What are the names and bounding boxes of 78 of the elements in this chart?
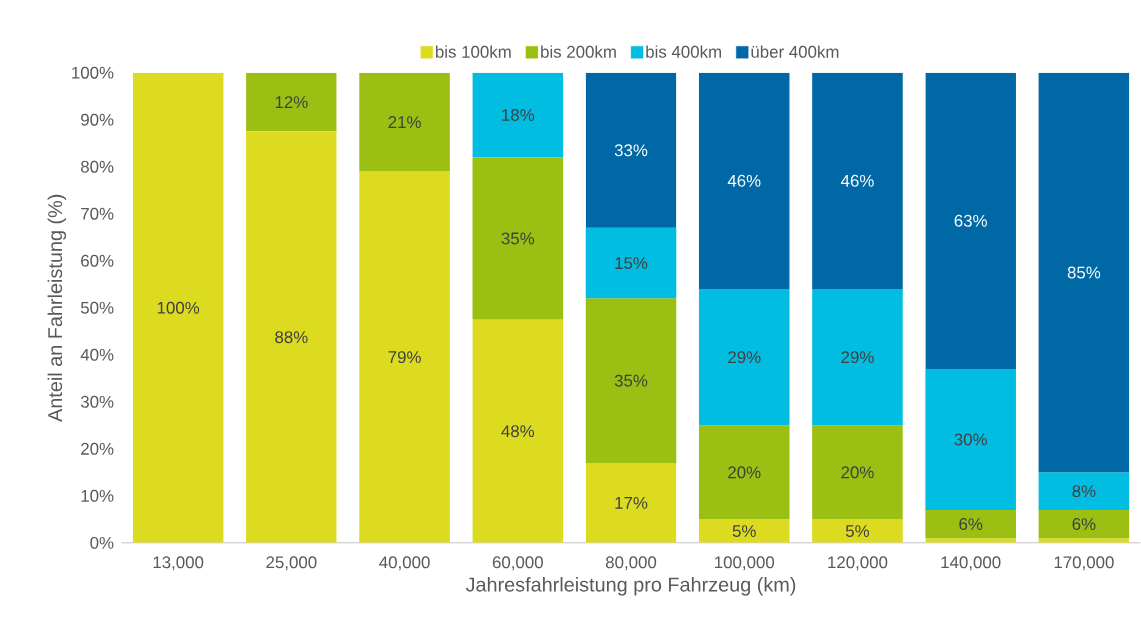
data-label: 79% bbox=[388, 351, 421, 364]
data-label: 48% bbox=[501, 425, 535, 438]
bar bbox=[585, 72, 677, 229]
y-tick-label: 30% bbox=[80, 396, 114, 409]
data-label: 21% bbox=[388, 116, 421, 129]
y-axis-title: Anteil an Fahrleistung (%) bbox=[47, 195, 67, 423]
data-label: 29% bbox=[841, 351, 874, 364]
x-axis-title: Jahresfahrleistung pro Fahrzeug (km) bbox=[465, 577, 796, 596]
data-label: 17% bbox=[615, 497, 648, 510]
y-tick-label: 10% bbox=[81, 490, 114, 503]
x-tick-label: 80,000 bbox=[605, 556, 657, 571]
y-tick-label: 100% bbox=[72, 66, 114, 79]
data-label: 46% bbox=[840, 175, 874, 188]
y-tick-label: 40% bbox=[80, 349, 114, 361]
y-tick-label: 80% bbox=[81, 160, 114, 173]
data-label: 5% bbox=[845, 525, 870, 538]
x-tick-label: 120,000 bbox=[828, 556, 888, 571]
bar bbox=[812, 72, 903, 290]
y-tick-label: 20% bbox=[81, 443, 114, 456]
bar bbox=[585, 228, 677, 299]
x-tick-label: 25,000 bbox=[266, 556, 317, 571]
data-label: 100% bbox=[157, 302, 200, 314]
y-tick-label: 60% bbox=[81, 255, 114, 267]
bar bbox=[246, 131, 337, 544]
bar bbox=[246, 72, 337, 132]
data-label: 5% bbox=[732, 525, 756, 538]
bar bbox=[812, 519, 903, 544]
data-label: 15% bbox=[615, 257, 648, 270]
data-label: 33% bbox=[614, 144, 648, 157]
bar bbox=[925, 72, 1016, 370]
bar bbox=[472, 72, 564, 158]
bar bbox=[472, 157, 564, 320]
bar bbox=[812, 425, 903, 520]
bar bbox=[472, 319, 564, 544]
x-tick-label: 60,000 bbox=[492, 556, 543, 571]
data-label: 12% bbox=[275, 96, 308, 109]
data-label: 6% bbox=[959, 518, 983, 531]
data-label: 29% bbox=[728, 351, 761, 364]
bar bbox=[698, 72, 790, 290]
y-tick-label: 50% bbox=[80, 302, 114, 314]
y-tick-label: 90% bbox=[81, 113, 114, 126]
bar bbox=[1038, 510, 1130, 539]
bar bbox=[359, 72, 450, 172]
x-tick-label: 140,000 bbox=[941, 556, 1001, 571]
data-label: 88% bbox=[275, 331, 308, 344]
data-label: 85% bbox=[1067, 266, 1101, 279]
bar bbox=[1038, 472, 1130, 511]
data-label: 30% bbox=[954, 433, 987, 446]
bar bbox=[698, 519, 790, 544]
y-tick-label: 70% bbox=[81, 208, 114, 220]
data-label: 63% bbox=[954, 215, 987, 228]
data-label: 6% bbox=[1072, 518, 1096, 531]
bar bbox=[585, 298, 677, 464]
x-tick-label: 100,000 bbox=[715, 556, 775, 571]
bar bbox=[925, 369, 1016, 511]
bar bbox=[925, 510, 1016, 539]
y-tick-label: 0% bbox=[90, 537, 114, 550]
bar bbox=[812, 289, 903, 426]
bar bbox=[698, 289, 790, 426]
data-label: 18% bbox=[502, 109, 535, 122]
bar bbox=[132, 72, 224, 544]
legend-label: bis 400km bbox=[646, 45, 721, 59]
data-label: 35% bbox=[614, 374, 648, 387]
legend-label: bis 200km bbox=[541, 45, 616, 59]
data-label: 46% bbox=[727, 175, 761, 188]
x-tick-label: 170,000 bbox=[1054, 556, 1114, 571]
bar bbox=[359, 171, 450, 544]
data-label: 8% bbox=[1072, 485, 1096, 498]
legend-label: bis 100km bbox=[436, 45, 511, 59]
x-tick-label: 13,000 bbox=[153, 556, 204, 571]
legend-label: über 400km bbox=[751, 45, 839, 59]
bar bbox=[698, 425, 790, 520]
data-label: 20% bbox=[728, 466, 761, 479]
data-label: 20% bbox=[841, 466, 874, 479]
bar bbox=[585, 463, 677, 544]
data-label: 35% bbox=[501, 232, 535, 245]
bar bbox=[1038, 72, 1130, 473]
x-tick-label: 40,000 bbox=[379, 556, 430, 571]
